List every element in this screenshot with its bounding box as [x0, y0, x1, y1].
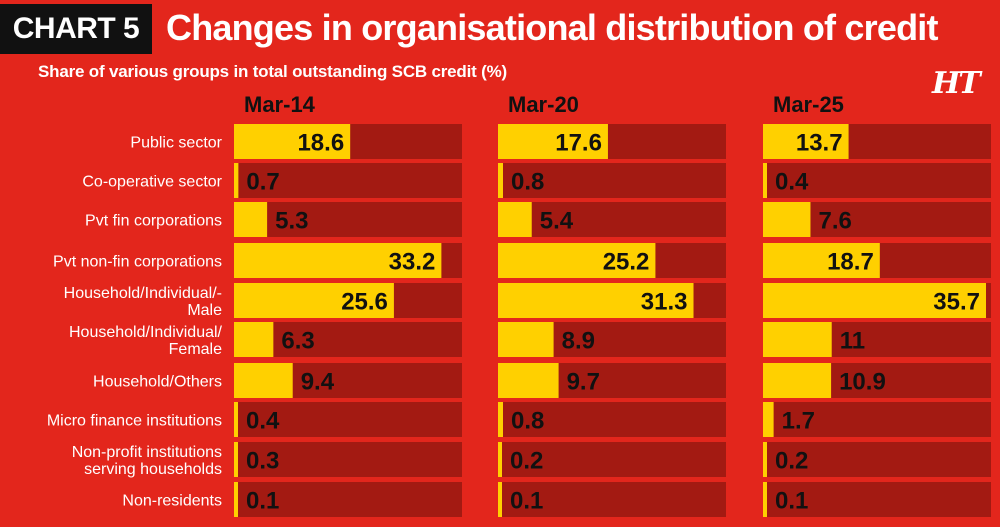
value-label: 0.2 [510, 448, 543, 475]
bar-track [498, 402, 726, 437]
bar [763, 322, 832, 357]
value-label: 0.8 [511, 408, 544, 435]
bar [763, 124, 849, 159]
value-label: 5.4 [540, 208, 574, 235]
value-label: 33.2 [389, 249, 436, 276]
value-label: 0.4 [246, 408, 280, 435]
bar [234, 363, 293, 398]
bar-track [234, 202, 462, 237]
bar [234, 322, 274, 357]
bar [234, 482, 238, 517]
value-label: 0.1 [775, 488, 808, 515]
bar [763, 482, 767, 517]
bar-track [498, 163, 726, 198]
bar [763, 202, 811, 237]
bar [234, 283, 394, 318]
value-label: 0.1 [510, 488, 543, 515]
category-label: Co-operative sector [82, 174, 222, 191]
category-label: Household/Others [93, 374, 222, 391]
bar [498, 202, 532, 237]
value-label: 0.1 [246, 488, 279, 515]
value-label: 9.7 [567, 369, 600, 396]
period-label: Mar-20 [508, 92, 579, 117]
ht-logo: HT [932, 66, 981, 101]
bar [234, 243, 442, 278]
value-label: 1.7 [782, 408, 815, 435]
category-label: Pvt fin corporations [85, 213, 222, 230]
period-label: Mar-25 [773, 92, 844, 117]
category-label: Pvt non-fin corporations [53, 254, 222, 271]
bar-track [234, 402, 462, 437]
value-label: 0.2 [775, 448, 808, 475]
category-label: Micro finance institutions [47, 413, 222, 430]
bar [498, 124, 608, 159]
bar-track [763, 163, 991, 198]
bar [498, 442, 502, 477]
period-label: Mar-14 [244, 92, 316, 117]
bar [498, 482, 502, 517]
category-label: Public sector [130, 135, 222, 152]
chart-subtitle: Share of various groups in total outstan… [38, 62, 507, 81]
bar-track [498, 442, 726, 477]
bar-track [498, 202, 726, 237]
bar [234, 442, 238, 477]
category-label: Non-profit institutions serving household… [72, 444, 222, 478]
value-label: 0.8 [511, 169, 544, 196]
bar [234, 163, 239, 198]
bar [763, 283, 987, 318]
bar [234, 402, 238, 437]
value-label: 17.6 [555, 130, 602, 157]
bar [763, 442, 767, 477]
value-label: 13.7 [796, 130, 843, 157]
bar [763, 402, 774, 437]
category-label: Household/Individual/-Male [64, 285, 222, 319]
value-label: 9.4 [301, 369, 335, 396]
bar [763, 163, 767, 198]
bar-track [234, 442, 462, 477]
bar [763, 363, 832, 398]
value-label: 35.7 [933, 289, 980, 316]
bar-track [498, 482, 726, 517]
value-label: 8.9 [562, 328, 595, 355]
category-label: Household/Individual/Female [69, 324, 223, 358]
bar-track [763, 482, 991, 517]
bar-track [763, 402, 991, 437]
bar-track [234, 163, 462, 198]
bar [498, 163, 503, 198]
value-label: 31.3 [641, 289, 688, 316]
value-label: 11 [840, 328, 865, 355]
chart-number-badge: CHART 5 [0, 4, 152, 54]
value-label: 6.3 [281, 328, 314, 355]
value-label: 7.6 [818, 208, 851, 235]
value-label: 25.2 [603, 249, 650, 276]
value-label: 18.6 [297, 130, 344, 157]
chart-title: Changes in organisational distribution o… [166, 7, 938, 48]
value-label: 18.7 [827, 249, 874, 276]
bar [498, 322, 554, 357]
value-label: 5.3 [275, 208, 308, 235]
bar [234, 202, 268, 237]
value-label: 0.7 [246, 169, 279, 196]
bar [763, 243, 880, 278]
bar [498, 363, 559, 398]
bar [234, 124, 351, 159]
value-label: 10.9 [839, 369, 886, 396]
value-label: 25.6 [341, 289, 388, 316]
value-label: 0.3 [246, 448, 279, 475]
bar [498, 243, 656, 278]
value-label: 0.4 [775, 169, 809, 196]
bar-track [763, 442, 991, 477]
bar-track [234, 482, 462, 517]
bar [498, 402, 503, 437]
bar [498, 283, 694, 318]
category-label: Non-residents [122, 493, 222, 510]
